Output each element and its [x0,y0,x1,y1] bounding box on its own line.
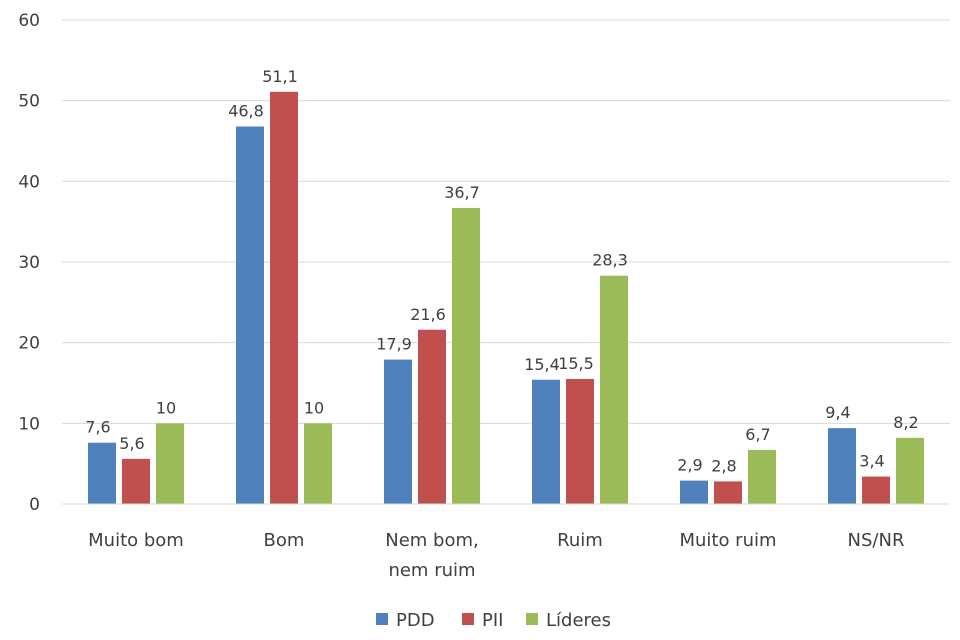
y-tick-label: 30 [18,253,40,273]
bars [88,91,924,504]
legend-swatch [376,613,388,625]
data-label: 8,2 [893,413,918,432]
legend-label: PDD [396,610,435,631]
bar-pii [270,91,298,504]
category-label: Ruim [557,530,603,551]
legend-item-pdd[interactable]: PDD [376,610,435,631]
data-label: 2,9 [677,456,702,475]
category-label: NS/NR [848,530,905,551]
y-tick-label: 20 [18,334,40,354]
bar-pdd [532,379,560,504]
category-label: Bom [264,530,305,551]
bar-líderes [452,207,480,504]
data-label: 10 [304,398,324,417]
bar-pdd [236,126,264,504]
bar-pii [122,458,150,504]
legend-item-pii[interactable]: PII [462,610,503,631]
y-tick-label: 0 [29,495,40,515]
data-labels: 7,6 46,8 17,9 15,4 2,9 9,4 5,6 51,1 21,6 15,5 2,8 3… [85,67,918,476]
bar-líderes [156,423,184,504]
bar-pdd [680,480,708,504]
bar-pii [418,329,446,504]
data-label: 6,7 [745,425,770,444]
data-label: 21,6 [410,305,446,324]
y-tick-label: 40 [18,172,40,192]
data-label: 36,7 [444,183,480,202]
data-label: 3,4 [859,452,884,471]
legend-swatch [462,613,474,625]
legend-label: PII [482,610,503,631]
y-tick-label: 60 [18,11,40,31]
data-label: 15,5 [558,354,594,373]
bar-pdd [384,359,412,504]
data-label: 28,3 [592,251,628,270]
bar-líderes [600,275,628,504]
bar-líderes [748,449,776,504]
data-label: 10 [156,398,176,417]
legend-swatch [526,613,538,625]
category-label: Muito bom [88,530,184,551]
y-tick-label: 50 [18,92,40,112]
bar-pdd [88,442,116,504]
category-label: Nem bom, [385,530,479,551]
data-label: 51,1 [262,67,298,86]
bar-pdd [828,428,856,504]
data-label: 5,6 [119,434,144,453]
data-label: 15,4 [524,355,560,374]
data-label: 46,8 [228,101,264,120]
bar-líderes [304,423,332,504]
y-tick-label: 10 [18,414,40,434]
legend-label: Líderes [546,610,611,631]
bar-pii [566,378,594,504]
data-label: 17,9 [376,335,412,354]
gridlines [62,19,950,505]
category-label: nem ruim [388,560,475,581]
bar-líderes [896,437,924,504]
legend-item-líderes[interactable]: Líderes [526,610,611,631]
y-axis: 0 10 20 30 40 50 60 [18,11,40,515]
data-label: 2,8 [711,456,736,475]
category-label: Muito ruim [679,530,776,551]
data-label: 7,6 [85,418,110,437]
bar-pii [714,481,742,504]
legend[interactable]: PDD PII Líderes [376,610,611,631]
bar-pii [862,476,890,504]
data-label: 9,4 [825,403,850,422]
x-axis: Muito bom Bom Nem bom, nem ruim Ruim Muito ru… [62,503,950,581]
